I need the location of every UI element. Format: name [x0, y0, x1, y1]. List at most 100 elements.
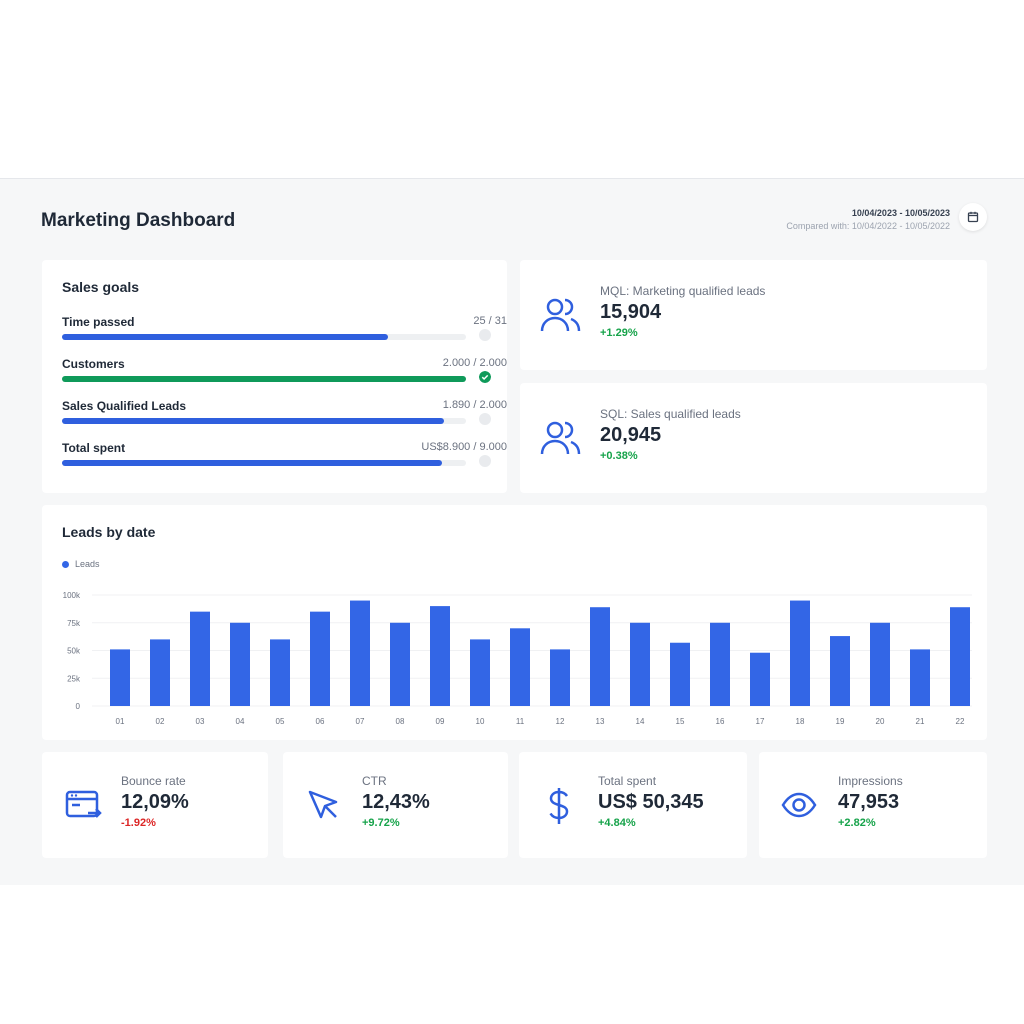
x-tick-label: 20 — [876, 717, 885, 726]
bar[interactable] — [110, 649, 130, 706]
users-icon — [540, 298, 581, 332]
dollar-icon — [549, 788, 569, 824]
sales-goals-card: Sales goals Time passed 25 / 31 Customer… — [42, 260, 507, 493]
bar[interactable] — [910, 649, 930, 706]
kpi-change: +4.84% — [598, 817, 636, 829]
goal-value: 1.890 / 2.000 — [442, 399, 507, 411]
users-icon — [540, 421, 581, 455]
bar[interactable] — [630, 622, 650, 706]
sales-goals-title: Sales goals — [62, 279, 140, 295]
x-tick-label: 01 — [116, 717, 125, 726]
x-tick-label: 10 — [476, 717, 485, 726]
bar[interactable] — [710, 622, 730, 706]
x-tick-label: 14 — [636, 717, 645, 726]
bar[interactable] — [390, 622, 410, 706]
kpi-value: 12,09% — [121, 791, 189, 813]
browser-exit-icon — [65, 790, 102, 818]
leads-chart-card: Leads by date Leads 0 25k 50k 75k 100k 01 02 03… — [42, 505, 987, 740]
kpi-label: Bounce rate — [121, 774, 186, 788]
bar[interactable] — [550, 649, 570, 706]
bar[interactable] — [150, 639, 170, 706]
bar[interactable] — [470, 639, 490, 706]
kpi-change: +2.82% — [838, 817, 876, 829]
kpi-label: Impressions — [838, 774, 903, 788]
x-tick-label: 09 — [436, 717, 445, 726]
y-tick-label: 100k — [63, 591, 81, 600]
goal-progress-fill — [62, 376, 466, 382]
x-tick-label: 17 — [756, 717, 765, 726]
date-range-compared: Compared with: 10/04/2022 - 10/05/2022 — [786, 221, 950, 231]
mql-change: +1.29% — [600, 327, 638, 339]
kpi-card: Bounce rate 12,09% -1.92% — [42, 752, 268, 858]
legend-label: Leads — [75, 559, 100, 569]
leads-bar-chart: 0 25k 50k 75k 100k 01 02 03 04 05 06 07 08 09 10 11 12 13… — [63, 591, 972, 726]
x-tick-label: 06 — [316, 717, 325, 726]
goal-value: US$8.900 / 9.000 — [421, 441, 507, 453]
bar[interactable] — [750, 652, 770, 706]
kpi-change: -1.92% — [121, 817, 156, 829]
chart-legend[interactable]: Leads — [62, 559, 100, 569]
calendar-button[interactable] — [959, 203, 987, 231]
eye-icon — [781, 792, 817, 818]
x-tick-label: 11 — [516, 717, 525, 726]
x-tick-label: 08 — [396, 717, 405, 726]
goal-progress-fill — [62, 460, 442, 466]
bar[interactable] — [830, 636, 850, 706]
y-tick-label: 75k — [67, 619, 81, 628]
goal-label: Time passed — [62, 315, 135, 329]
goal-progress-bar — [62, 376, 466, 382]
legend-marker — [62, 560, 69, 568]
bar[interactable] — [350, 600, 370, 706]
kpi-value: US$ 50,345 — [598, 791, 704, 813]
x-tick-label: 21 — [916, 717, 925, 726]
bar[interactable] — [590, 607, 610, 706]
x-tick-label: 05 — [276, 717, 285, 726]
y-tick-label: 0 — [76, 702, 81, 711]
kpi-card: Impressions 47,953 +2.82% — [759, 752, 987, 858]
goal-progress-fill — [62, 418, 444, 424]
goal-row: Total spent US$8.900 / 9.000 — [62, 441, 507, 467]
sql-label: SQL: Sales qualified leads — [600, 407, 741, 421]
mql-card: MQL: Marketing qualified leads 15,904 +1… — [520, 260, 987, 370]
sql-change: +0.38% — [600, 450, 638, 462]
goal-row: Time passed 25 / 31 — [62, 315, 507, 341]
goal-label: Total spent — [62, 441, 126, 455]
bar[interactable] — [870, 622, 890, 706]
x-tick-label: 19 — [836, 717, 845, 726]
sql-value: 20,945 — [600, 424, 662, 446]
bar[interactable] — [430, 606, 450, 706]
kpi-card: CTR 12,43% +9.72% — [283, 752, 508, 858]
kpi-label: CTR — [362, 774, 387, 788]
x-tick-label: 16 — [716, 717, 725, 726]
bar[interactable] — [950, 607, 970, 706]
pending-circle-icon — [479, 329, 491, 341]
goal-row: Customers 2.000 / 2.000 — [62, 357, 507, 383]
x-tick-label: 18 — [796, 717, 805, 726]
x-tick-label: 12 — [556, 717, 565, 726]
date-range: 10/04/2023 - 10/05/2023 Compared with: 1… — [786, 208, 950, 231]
goal-value: 2.000 / 2.000 — [442, 357, 507, 369]
calendar-icon — [967, 211, 979, 223]
bar[interactable] — [190, 611, 210, 706]
chart-title: Leads by date — [62, 524, 156, 540]
x-tick-label: 15 — [676, 717, 685, 726]
goal-progress-bar — [62, 334, 466, 340]
mql-label: MQL: Marketing qualified leads — [600, 284, 766, 298]
date-range-current: 10/04/2023 - 10/05/2023 — [851, 208, 950, 218]
kpi-value: 47,953 — [838, 791, 900, 813]
bar[interactable] — [790, 600, 810, 706]
goal-label: Sales Qualified Leads — [62, 399, 187, 413]
x-tick-label: 04 — [236, 717, 245, 726]
kpi-value: 12,43% — [362, 791, 430, 813]
check-circle-icon — [479, 371, 491, 383]
bar[interactable] — [510, 628, 530, 706]
kpi-change: +9.72% — [362, 817, 400, 829]
bar[interactable] — [270, 639, 290, 706]
x-tick-label: 22 — [956, 717, 965, 726]
kpi-card: Total spent US$ 50,345 +4.84% — [519, 752, 747, 858]
pending-circle-icon — [479, 455, 491, 467]
pending-circle-icon — [479, 413, 491, 425]
bar[interactable] — [230, 622, 250, 706]
bar[interactable] — [310, 611, 330, 706]
bar[interactable] — [670, 642, 690, 706]
